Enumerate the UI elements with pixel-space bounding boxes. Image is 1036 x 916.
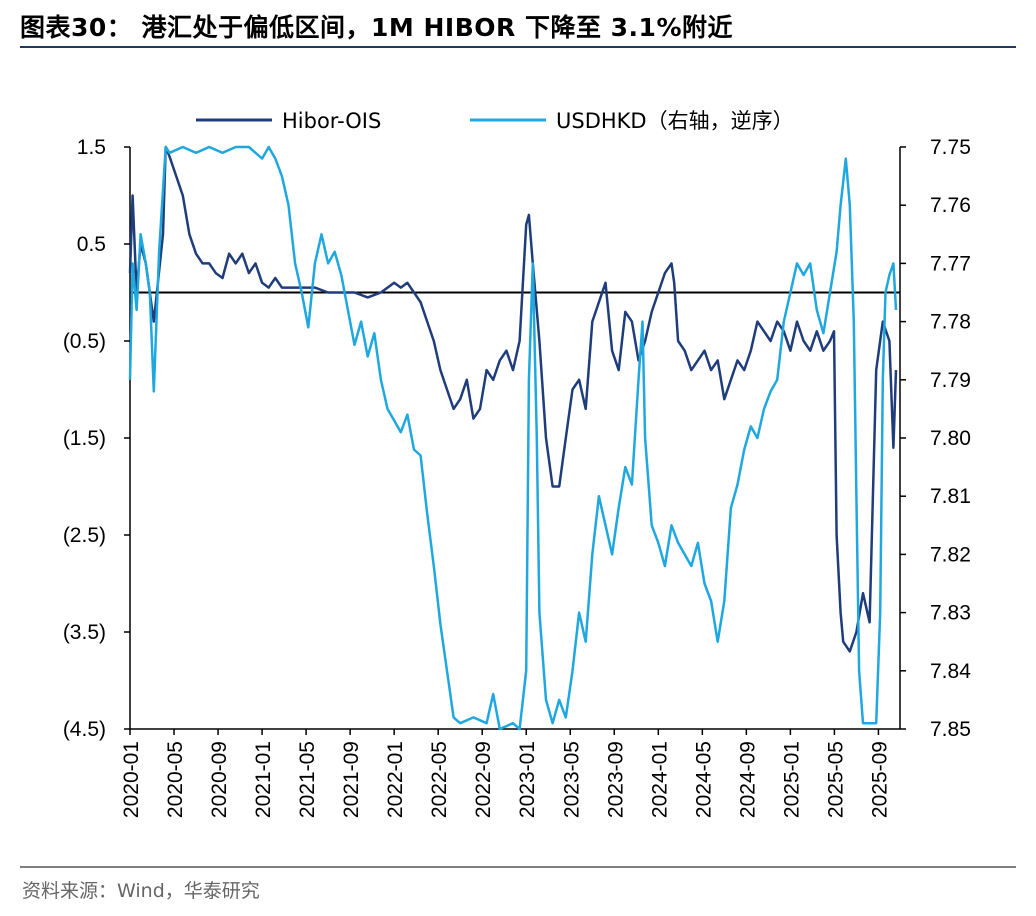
right-tick-label: 7.78 — [930, 311, 971, 334]
right-tick-label: 7.83 — [930, 602, 971, 625]
footer-divider — [20, 866, 1016, 868]
x-tick-label: 2025-09 — [868, 741, 891, 818]
right-tick-label: 7.75 — [930, 136, 971, 159]
right-tick-label: 7.84 — [930, 660, 971, 683]
x-tick-label: 2020-05 — [164, 741, 187, 818]
x-tick-label: 2023-01 — [516, 741, 539, 818]
left-tick-label: 0.5 — [77, 233, 106, 256]
x-tick-label: 2024-09 — [736, 741, 759, 818]
right-tick-label: 7.81 — [930, 485, 971, 508]
right-tick-label: 7.79 — [930, 369, 971, 392]
chart-legend: Hibor-OIS USDHKD（右轴，逆序） — [196, 109, 794, 133]
right-tick-label: 7.80 — [930, 427, 971, 450]
source-note: 资料来源：Wind，华泰研究 — [22, 880, 260, 902]
usdhkd-series-line — [128, 145, 898, 731]
x-tick-label: 2021-01 — [252, 741, 275, 818]
x-tick-label: 2020-01 — [120, 741, 143, 818]
right-tick-label: 7.77 — [930, 252, 971, 275]
chart-axes — [129, 147, 901, 730]
x-tick-label: 2023-09 — [604, 741, 627, 818]
legend-hibor-ois: Hibor-OIS — [196, 109, 381, 133]
x-tick-label: 2020-09 — [208, 741, 231, 818]
left-tick-label: (3.5) — [63, 621, 106, 644]
chart-ticks: 1.5 0.5 (0.5) (1.5) (2.5) (3.5) (4.5) 7.75 7.76 7… — [63, 136, 971, 818]
legend-label: USDHKD（右轴，逆序） — [556, 109, 794, 133]
x-tick-label: 2022-01 — [384, 741, 407, 818]
x-tick-label: 2022-05 — [428, 741, 451, 818]
left-tick-label: (1.5) — [63, 427, 106, 450]
left-tick-label: (2.5) — [63, 524, 106, 547]
x-tick-label: 2021-09 — [340, 741, 363, 818]
legend-label: Hibor-OIS — [282, 109, 381, 133]
left-tick-label: (4.5) — [63, 718, 106, 741]
right-tick-label: 7.82 — [930, 543, 971, 566]
page-title: 图表30： 港汇处于偏低区间，1M HIBOR 下降至 3.1%附近 — [20, 13, 733, 42]
x-tick-label: 2025-05 — [824, 741, 847, 818]
chart-series — [128, 145, 898, 731]
x-tick-label: 2022-09 — [472, 741, 495, 818]
left-tick-label: (0.5) — [63, 330, 106, 353]
left-tick-label: 1.5 — [77, 136, 106, 159]
legend-usdhkd: USDHKD（右轴，逆序） — [470, 109, 794, 133]
x-tick-label: 2023-05 — [560, 741, 583, 818]
title-divider — [20, 46, 1016, 48]
right-tick-label: 7.85 — [930, 718, 971, 741]
x-tick-label: 2021-05 — [296, 741, 319, 818]
x-tick-label: 2024-05 — [692, 741, 715, 818]
right-tick-label: 7.76 — [930, 194, 971, 217]
hibor-ois-series-line — [128, 145, 898, 653]
x-tick-label: 2024-01 — [648, 741, 671, 818]
x-tick-label: 2025-01 — [780, 741, 803, 818]
